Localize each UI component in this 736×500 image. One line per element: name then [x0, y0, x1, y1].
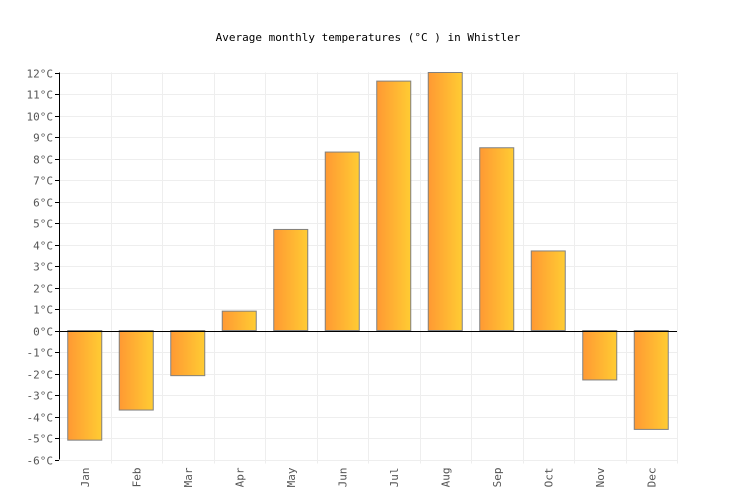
bar-sep: [479, 147, 515, 331]
y-tick-label: -6°C: [27, 455, 54, 468]
x-tick-label: Jan: [79, 468, 92, 488]
bar-nov: [582, 330, 618, 381]
y-tick-label: -3°C: [27, 390, 54, 403]
y-tick-label: 9°C: [33, 132, 53, 145]
x-tick-label: May: [285, 467, 298, 487]
y-tick-label: -4°C: [27, 412, 54, 425]
y-tick-label: 0°C: [33, 326, 53, 339]
bar-jun: [324, 151, 360, 331]
y-tick-label: 1°C: [33, 304, 53, 317]
y-tick-label: -1°C: [27, 347, 54, 360]
y-tick-label: 12°C: [27, 68, 54, 81]
y-tick-label: -2°C: [27, 369, 54, 382]
x-tick-label: Oct: [542, 468, 555, 488]
y-tick-label: 11°C: [27, 89, 54, 102]
y-tick-label: 4°C: [33, 240, 53, 253]
bar-may: [273, 228, 309, 331]
x-tick-label: Sep: [491, 468, 504, 488]
bar-mar: [170, 330, 206, 377]
y-tick-label: -5°C: [27, 433, 54, 446]
y-tick-label: 2°C: [33, 283, 53, 296]
y-tick-label: 10°C: [27, 111, 54, 124]
bar-aug: [427, 72, 463, 331]
x-tick-label: Aug: [439, 468, 452, 488]
x-tick-label: Apr: [233, 467, 246, 487]
x-tick-label: Mar: [182, 467, 195, 487]
y-tick-label: 8°C: [33, 154, 53, 167]
bar-jan: [67, 330, 103, 441]
x-tick-label: Jul: [388, 468, 401, 488]
x-tick-label: Dec: [645, 468, 658, 488]
bar-feb: [118, 330, 154, 411]
bar-oct: [530, 250, 566, 331]
bar-apr: [221, 310, 257, 331]
y-tick-label: 5°C: [33, 218, 53, 231]
y-tick-label: 7°C: [33, 175, 53, 188]
x-tick-label: Nov: [594, 467, 607, 487]
x-tick-label: Jun: [336, 468, 349, 488]
y-tick-label: 6°C: [33, 197, 53, 210]
y-tick-label: 3°C: [33, 261, 53, 274]
chart-title: Average monthly temperatures (°C ) in Wh…: [216, 31, 521, 44]
bar-dec: [633, 330, 669, 430]
bar-jul: [376, 80, 412, 331]
x-tick-label: Feb: [130, 468, 143, 488]
